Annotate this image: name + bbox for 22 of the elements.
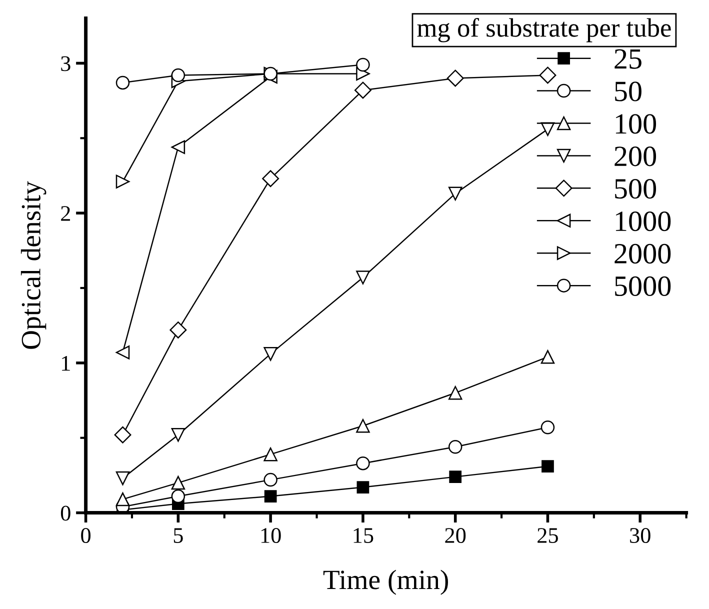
x-tick-label: 5 — [174, 528, 183, 543]
x-tick-label: 30 — [630, 528, 650, 543]
legend-label: 50 — [615, 82, 642, 102]
x-tick-label: 15 — [354, 528, 374, 543]
legend-label: 500 — [615, 178, 656, 199]
legend-label: 1000 — [616, 211, 671, 232]
x-axis-title: Time (min) — [323, 570, 448, 595]
legend-label: 200 — [614, 146, 656, 166]
y-tick-label: 0 — [60, 506, 70, 521]
legend-label: 2000 — [614, 244, 671, 264]
x-tick-label: 20 — [445, 528, 466, 543]
legend-label: 25 — [614, 49, 642, 69]
legend-title: mg of substrate per tube — [417, 18, 671, 42]
legend-label: 100 — [616, 114, 656, 134]
x-tick-label: 10 — [261, 528, 281, 543]
x-tick-label: 0 — [81, 528, 90, 543]
legend-label: 5000 — [615, 276, 671, 296]
y-tick-label: 2 — [61, 206, 70, 221]
y-tick-label: 1 — [62, 356, 70, 371]
y-axis-title: Optical density — [20, 181, 46, 349]
y-tick-label: 3 — [61, 56, 70, 72]
x-tick-label: 25 — [538, 528, 558, 543]
